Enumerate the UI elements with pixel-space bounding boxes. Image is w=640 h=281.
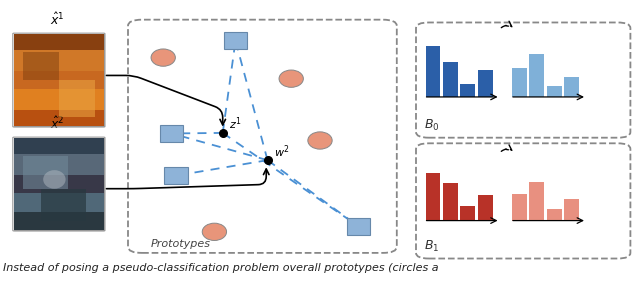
Bar	[461, 84, 476, 97]
Ellipse shape	[44, 170, 66, 189]
Text: Prototypes: Prototypes	[150, 239, 211, 249]
Ellipse shape	[308, 132, 332, 149]
Bar	[14, 138, 104, 230]
Bar	[426, 46, 440, 97]
Bar	[14, 71, 104, 89]
FancyBboxPatch shape	[347, 217, 370, 235]
Bar	[426, 173, 440, 221]
Bar	[443, 62, 458, 97]
Bar	[23, 52, 59, 80]
Bar	[14, 34, 104, 126]
Text: $B_1$: $B_1$	[424, 239, 439, 254]
Text: $z^1$: $z^1$	[229, 115, 242, 132]
Bar	[443, 183, 458, 221]
Bar	[14, 110, 104, 126]
Ellipse shape	[279, 70, 303, 87]
Bar	[14, 138, 104, 154]
Text: Instead of posing a pseudo-classification problem overall prototypes (circles a: Instead of posing a pseudo-classificatio…	[3, 262, 439, 273]
Bar	[14, 212, 104, 230]
Ellipse shape	[151, 49, 175, 66]
Bar	[14, 89, 104, 110]
Text: $\hat{x}^1$: $\hat{x}^1$	[51, 12, 65, 28]
Bar	[461, 206, 476, 221]
Bar	[529, 54, 545, 97]
Bar	[564, 199, 579, 221]
Bar	[23, 156, 68, 189]
Bar	[14, 154, 104, 175]
Bar	[564, 77, 579, 97]
Bar	[478, 195, 493, 221]
Bar	[59, 80, 95, 117]
FancyBboxPatch shape	[224, 32, 247, 49]
Bar	[547, 209, 562, 221]
Text: $w^2$: $w^2$	[274, 143, 290, 160]
Bar	[512, 194, 527, 221]
Bar	[14, 34, 104, 50]
Bar	[41, 189, 86, 221]
Text: $B_0$: $B_0$	[424, 118, 439, 133]
Bar	[512, 67, 527, 97]
Bar	[14, 50, 104, 71]
Bar	[529, 182, 545, 221]
Bar	[14, 193, 104, 212]
Bar	[14, 175, 104, 193]
FancyBboxPatch shape	[160, 125, 183, 142]
Text: $\hat{x}^2$: $\hat{x}^2$	[51, 116, 65, 132]
Ellipse shape	[202, 223, 227, 241]
FancyBboxPatch shape	[164, 167, 188, 184]
Bar	[478, 70, 493, 97]
Bar	[547, 86, 562, 97]
